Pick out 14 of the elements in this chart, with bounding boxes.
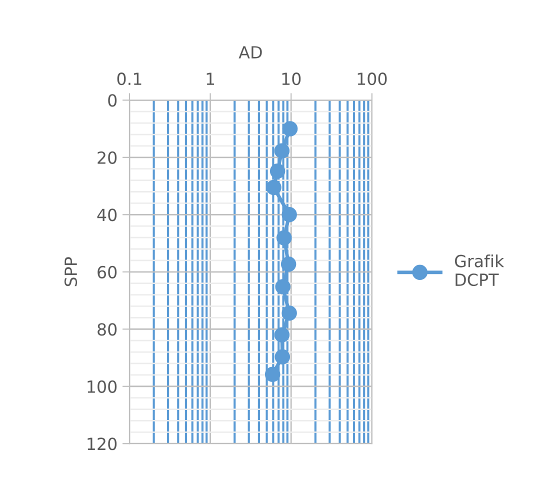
y-tick-label: 60 [98, 266, 117, 278]
y-tick-label: 20 [98, 151, 117, 164]
y-tick-label: 40 [97, 208, 117, 222]
x-tick-label: 1 [206, 72, 214, 85]
y-tick-label: 120 [88, 438, 117, 450]
x-tick-label: 100 [358, 72, 387, 86]
x-tick-label: 0.1 [117, 72, 142, 86]
x-tick-label: 10 [282, 72, 301, 86]
y-tick-label: 0 [108, 94, 117, 107]
y-axis-title: SPP [64, 257, 78, 286]
y-tick-label: 100 [88, 380, 117, 393]
x-axis-title: AD [238, 46, 262, 58]
y-tick-label: 80 [98, 323, 117, 336]
legend-label: Grafik DCPT [454, 254, 504, 286]
